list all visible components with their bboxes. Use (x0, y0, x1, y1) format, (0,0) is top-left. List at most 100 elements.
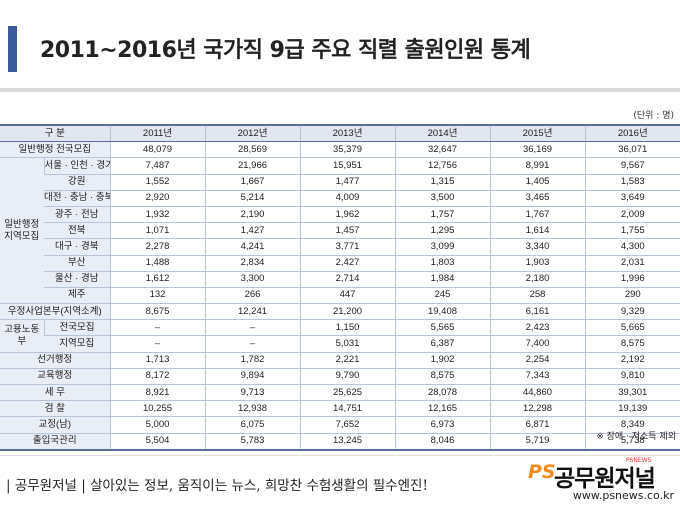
table-row: 강원 1,552 1,667 1,477 1,315 1,405 1,583 (0, 174, 680, 191)
table-row: 교육행정 8,172 9,894 9,790 8,575 7,343 9,810 (0, 368, 680, 386)
row-label: 검 찰 (0, 400, 110, 418)
table-row: 지역모집 – –5,031 6,387 7,400 8,575 (0, 335, 680, 353)
row-label: 전국모집 (43, 319, 110, 337)
table-cell: 258 (489, 287, 585, 305)
table-cell: 1,427 (204, 222, 300, 240)
table-cell: 35,379 (299, 141, 395, 159)
table-cell: 1,932 (109, 206, 205, 224)
title-accent-bar (8, 26, 17, 72)
table-cell: 8,675 (109, 303, 205, 321)
table-cell: 1,552 (109, 174, 205, 191)
table-cell: 5,214 (204, 190, 300, 207)
row-label: 대구 · 경북 (44, 238, 110, 256)
header-cell-category: 구 분 (0, 124, 110, 143)
table-cell: 2,254 (489, 352, 585, 369)
table-cell: 245 (394, 287, 490, 305)
table-cell: 1,405 (489, 174, 585, 191)
table-row: 일반행정 전국모집 48,079 28,569 35,379 32,647 36,169 3… (0, 141, 680, 159)
table-cell: 28,078 (394, 384, 490, 402)
table-cell: 1,315 (394, 174, 490, 191)
brand-logo[interactable]: PS 공무원저널 PSNEWS www.psnews.co.kr (526, 457, 676, 505)
table-cell: 1,782 (204, 352, 300, 369)
brand-ps-mark: PS (528, 461, 556, 483)
row-label: 전북 (44, 222, 110, 240)
row-label: 선거행정 (0, 352, 110, 369)
header-cell-year: 2016년 (584, 124, 680, 143)
row-label: 대전 · 충남 · 충북 (44, 190, 110, 207)
table-cell: – (109, 319, 205, 337)
footnote: ※ 장애 · 저소득 제외 (596, 432, 676, 442)
table-cell: 1,713 (109, 352, 205, 369)
table-cell: 1,984 (394, 271, 490, 288)
row-label: 제주 (44, 287, 110, 305)
table-row: 고용노동부 전국모집 – –1,150 5,565 2,423 5,665 (0, 319, 680, 353)
header-cell-year: 2013년 (299, 124, 395, 143)
header-row: 구 분 2011년 2012년 2013년 2014년 2015년 2016년 (0, 124, 680, 143)
table-cell: 25,625 (299, 384, 395, 402)
table-cell: 6,075 (204, 416, 300, 434)
table-row: 선거행정 1,713 1,782 2,221 1,902 2,254 2,192 (0, 352, 680, 369)
brand-sub: PSNEWS (626, 457, 652, 464)
table-cell: 2,920 (109, 190, 205, 207)
table-cell: 2,714 (299, 271, 395, 288)
table-cell: 12,165 (394, 400, 490, 418)
table-cell: 7,652 (299, 416, 395, 434)
title-divider (0, 88, 680, 92)
table-cell: 1,757 (394, 206, 490, 224)
table-cell: 44,860 (489, 384, 585, 402)
table-cell: 8,991 (489, 157, 585, 175)
table-cell: 15,951 (299, 157, 395, 175)
table-cell: 132 (109, 287, 205, 305)
row-label: 지역모집 (44, 335, 110, 353)
table-header: 구 분 2011년 2012년 2013년 2014년 2015년 2016년 (0, 124, 680, 143)
table-cell: 9,810 (584, 368, 680, 386)
table-cell: 48,079 (109, 141, 205, 159)
table-cell: 5,000 (109, 416, 205, 434)
table-cell: 4,009 (299, 190, 395, 207)
table-cell: 3,500 (394, 190, 490, 207)
table-cell: 7,487 (109, 157, 205, 175)
table-cell: 1,150 (299, 319, 395, 337)
table-cell: – (204, 319, 300, 337)
table-cell: 32,647 (394, 141, 490, 159)
table-cell: 1,583 (584, 174, 680, 191)
table-cell: 13,245 (299, 433, 395, 451)
table-cell: 1,755 (584, 222, 680, 240)
table-cell: 1,903 (489, 255, 585, 272)
row-group-label: 일반행정 지역모집 (0, 157, 44, 305)
row-label: 서울 · 인천 · 경기 (43, 157, 110, 175)
table-cell: 39,301 (584, 384, 680, 402)
table-cell: 6,387 (394, 335, 490, 353)
table-row: 출입국관리 5,504 5,783 13,245 8,046 5,719 5,738 (0, 433, 680, 451)
table-cell: 3,649 (584, 190, 680, 207)
table-cell: 5,738 (584, 433, 680, 451)
row-label: 세 무 (0, 384, 110, 402)
table-cell: 1,071 (109, 222, 205, 240)
table-cell: 36,071 (584, 141, 680, 159)
table-cell: 4,300 (584, 238, 680, 256)
table-cell: 3,340 (489, 238, 585, 256)
table-cell: 2,190 (204, 206, 300, 224)
table-row: 우정사업본부(지역소계) 8,675 12,241 21,200 19,408 6,161… (0, 303, 680, 321)
table-cell: 1,612 (109, 271, 205, 288)
table-cell: 6,973 (394, 416, 490, 434)
table-cell: 19,139 (584, 400, 680, 418)
table-cell: 290 (584, 287, 680, 305)
table-cell: 1,962 (299, 206, 395, 224)
table-cell: 1,477 (299, 174, 395, 191)
table-cell: 1,295 (394, 222, 490, 240)
table-cell: 10,255 (109, 400, 205, 418)
table-cell: 12,756 (394, 157, 490, 175)
table-cell: 1,996 (584, 271, 680, 288)
table-cell: 3,099 (394, 238, 490, 256)
row-label: 교정(남) (0, 416, 110, 434)
table-cell: 7,400 (489, 335, 585, 353)
table-cell: 2,031 (584, 255, 680, 272)
table-cell: 5,565 (394, 319, 490, 337)
table-cell: 12,938 (204, 400, 300, 418)
table-cell: 1,488 (109, 255, 205, 272)
brand-url[interactable]: www.psnews.co.kr (572, 489, 674, 502)
table-row: 검 찰 10,255 12,938 14,751 12,165 12,298 19,139 (0, 400, 680, 418)
table-cell: 1,667 (204, 174, 300, 191)
header-cell-year: 2014년 (394, 124, 490, 143)
